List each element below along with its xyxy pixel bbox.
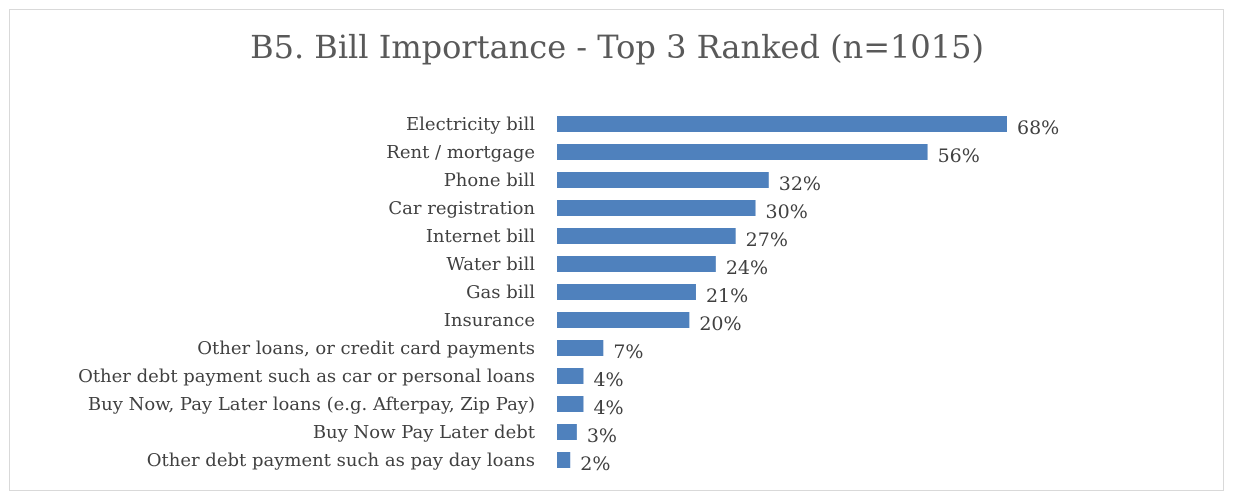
category-label: Phone bill: [444, 170, 536, 191]
bar-6: [557, 284, 696, 300]
value-label: 7%: [613, 341, 643, 363]
bar-5: [557, 256, 716, 272]
category-label: Internet bill: [426, 226, 535, 247]
bar-7: [557, 312, 690, 328]
value-label: 20%: [699, 313, 741, 335]
category-label: Rent / mortgage: [386, 142, 535, 163]
bar-3: [557, 200, 756, 216]
category-label: Other debt payment such as pay day loans: [147, 450, 535, 471]
category-label: Gas bill: [466, 282, 535, 303]
bar-0: [557, 116, 1007, 132]
bar-4: [557, 228, 736, 244]
category-label: Water bill: [446, 254, 535, 275]
bar-10: [557, 396, 584, 412]
value-label: 32%: [779, 173, 821, 195]
value-label: 4%: [593, 397, 623, 419]
value-label: 27%: [746, 229, 788, 251]
bar-9: [557, 368, 584, 384]
value-label: 4%: [593, 369, 623, 391]
category-label: Other loans, or credit card payments: [197, 338, 535, 359]
category-label: Buy Now Pay Later debt: [313, 422, 536, 443]
value-label: 24%: [726, 257, 768, 279]
value-label: 56%: [938, 145, 980, 167]
bar-11: [557, 424, 577, 440]
category-label: Car registration: [388, 198, 535, 219]
value-label: 21%: [706, 285, 748, 307]
category-label: Other debt payment such as car or person…: [78, 366, 535, 387]
value-label: 3%: [587, 425, 617, 447]
value-label: 68%: [1017, 117, 1059, 139]
category-label: Electricity bill: [406, 114, 535, 135]
chart-frame: [9, 9, 1224, 491]
category-label: Insurance: [444, 310, 535, 331]
bar-1: [557, 144, 928, 160]
value-label: 30%: [766, 201, 808, 223]
chart-title: B5. Bill Importance - Top 3 Ranked (n=10…: [250, 28, 984, 66]
value-label: 2%: [580, 453, 610, 475]
bar-12: [557, 452, 571, 468]
bar-2: [557, 172, 769, 188]
bar-8: [557, 340, 604, 356]
category-label: Buy Now, Pay Later loans (e.g. Afterpay,…: [88, 394, 535, 415]
